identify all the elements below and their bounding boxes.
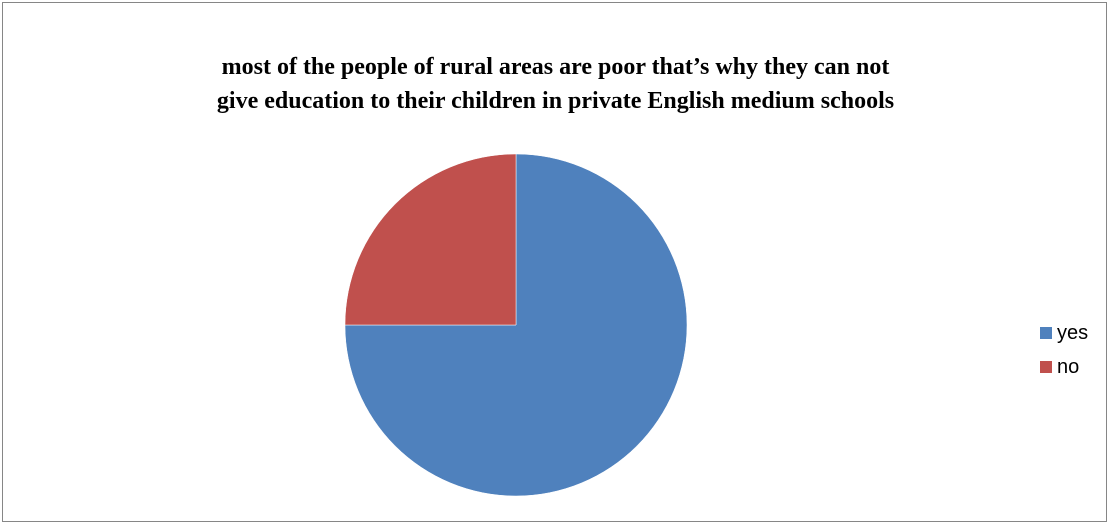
pie-slice-no <box>344 153 517 326</box>
chart-title: most of the people of rural areas are po… <box>0 50 1111 118</box>
legend: yes no <box>1040 319 1088 387</box>
legend-label-no: no <box>1057 355 1080 378</box>
legend-item-yes: yes <box>1040 319 1088 347</box>
pie-slices <box>344 153 688 497</box>
legend-swatch-no <box>1040 361 1052 373</box>
chart-title-line-2: give education to their children in priv… <box>216 88 895 114</box>
pie-slice-yes <box>344 153 688 497</box>
chart-title-line-1: most of the people of rural areas are po… <box>221 54 890 80</box>
legend-item-no: no <box>1040 353 1088 381</box>
legend-swatch-yes <box>1040 327 1052 339</box>
legend-label-yes: yes <box>1057 321 1089 344</box>
